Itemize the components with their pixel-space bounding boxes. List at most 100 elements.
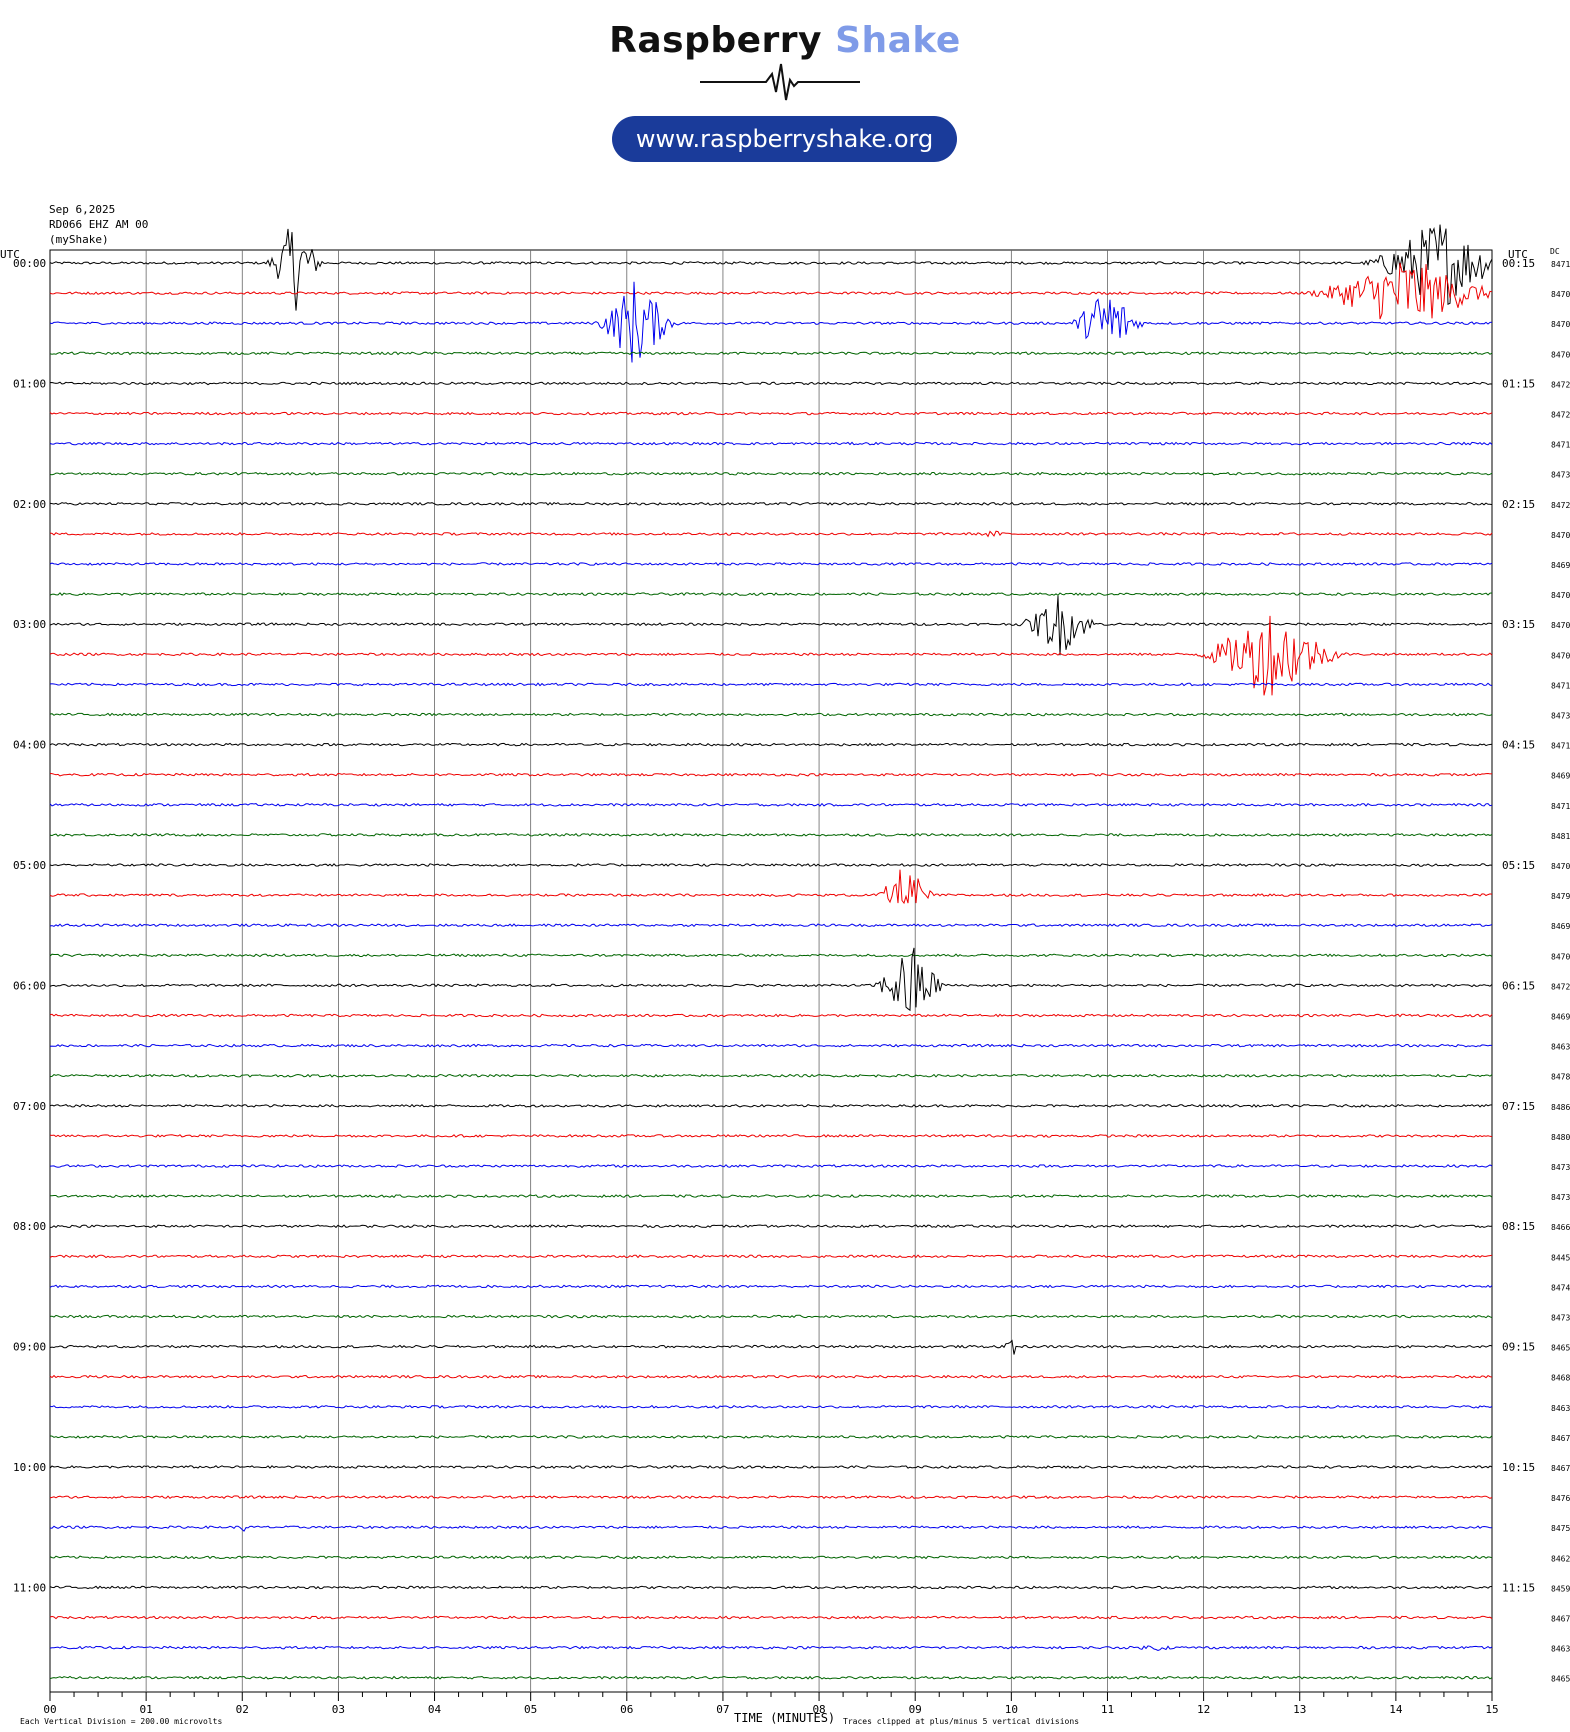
dc-value-label: 8469 <box>1551 1013 1570 1022</box>
trace-line <box>49 1013 1493 1018</box>
dc-value-label: 8470 <box>1551 531 1570 540</box>
dc-value-label: 8469 <box>1551 922 1570 931</box>
dc-value-label: 8472 <box>1551 982 1570 991</box>
dc-value-label: 8468 <box>1551 1374 1570 1383</box>
x-tick-label: 08 <box>812 1703 825 1716</box>
x-tick-label: 15 <box>1485 1703 1498 1716</box>
right-time-label: 10:15 <box>1502 1461 1535 1474</box>
left-time-label: 03:00 <box>13 618 46 631</box>
trace-line <box>49 1339 1493 1355</box>
x-tick-label: 05 <box>524 1703 537 1716</box>
dc-value-label: 8467 <box>1551 1464 1570 1473</box>
right-time-label: 08:15 <box>1502 1220 1535 1233</box>
trace-line <box>49 1555 1493 1560</box>
trace-line <box>49 1284 1493 1289</box>
trace-line <box>49 471 1493 476</box>
dc-value-label: 8471 <box>1551 681 1570 690</box>
trace-line <box>49 501 1493 506</box>
trace-line <box>49 1585 1493 1590</box>
dc-value-label: 8479 <box>1551 892 1570 901</box>
dc-value-label: 8473 <box>1551 1314 1570 1323</box>
trace-lines <box>49 224 1493 1680</box>
dc-value-label: 8463 <box>1551 1404 1570 1413</box>
dc-value-label: 8472 <box>1551 380 1570 389</box>
logo-word-shake: Shake <box>835 20 961 61</box>
dc-value-label: 8467 <box>1551 1434 1570 1443</box>
dc-value-label: 8459 <box>1551 1584 1570 1593</box>
trace-line <box>49 1254 1493 1259</box>
x-tick-label: 13 <box>1293 1703 1306 1716</box>
left-time-label: 05:00 <box>13 859 46 872</box>
dc-value-label: 8463 <box>1551 1645 1570 1654</box>
dc-value-label: 8476 <box>1551 1494 1570 1503</box>
trace-line <box>49 1404 1493 1409</box>
dc-value-label: 8486 <box>1551 1103 1570 1112</box>
logo-waveform-icon <box>700 63 860 101</box>
dc-value-label: 8463 <box>1551 1043 1570 1052</box>
right-time-label: 05:15 <box>1502 859 1535 872</box>
trace-line <box>50 1194 1493 1198</box>
trace-line <box>49 592 1493 596</box>
dc-value-label: 8471 <box>1551 742 1570 751</box>
trace-line <box>49 1435 1493 1439</box>
x-axis-title: TIME (MINUTES) <box>734 1711 835 1725</box>
data-source: (myShake) <box>49 233 109 246</box>
left-time-label: 10:00 <box>13 1461 46 1474</box>
right-time-label: 06:15 <box>1502 979 1535 992</box>
dc-value-label: 8465 <box>1551 1675 1570 1684</box>
x-tick-label: 11 <box>1101 1703 1114 1716</box>
trace-line <box>49 1645 1493 1652</box>
trace-line <box>49 742 1493 747</box>
right-time-label: 02:15 <box>1502 498 1535 511</box>
dc-value-label: 8470 <box>1551 320 1570 329</box>
dc-value-label: 8470 <box>1551 350 1570 359</box>
dc-value-label: 8467 <box>1551 1615 1570 1624</box>
left-utc-header: UTC <box>0 248 20 261</box>
trace-line <box>49 1164 1493 1168</box>
trace-line <box>49 1134 1493 1138</box>
right-time-label: 07:15 <box>1502 1100 1535 1113</box>
dc-header: DC <box>1550 247 1560 256</box>
trace-line <box>49 281 1493 363</box>
dc-value-label: 8471 <box>1551 441 1570 450</box>
footer-scale-note: Each Vertical Division = 200.00 microvol… <box>20 1717 222 1726</box>
x-tick-label: 14 <box>1389 1703 1403 1716</box>
dc-value-label: 8472 <box>1551 411 1570 420</box>
dc-value-label: 8481 <box>1551 832 1570 841</box>
x-tick-label: 12 <box>1197 1703 1210 1716</box>
trace-line <box>49 953 1493 958</box>
dc-value-label: 8445 <box>1551 1253 1570 1262</box>
trace-line <box>49 682 1493 687</box>
dc-value-label: 8471 <box>1551 260 1570 269</box>
dc-value-label: 8474 <box>1551 1283 1570 1292</box>
trace-line <box>49 411 1493 416</box>
axis-labels: UTC UTC DC TIME (MINUTES) Each Vertical … <box>0 247 1570 1726</box>
website-link-button[interactable]: www.raspberryshake.org <box>612 116 957 162</box>
left-time-label: 04:00 <box>13 739 46 752</box>
trace-line <box>49 351 1493 356</box>
trace-line <box>49 947 1493 1012</box>
dc-value-label: 8475 <box>1551 1524 1570 1533</box>
trace-line <box>49 923 1493 928</box>
dc-value-label: 8465 <box>1551 1344 1570 1353</box>
left-time-label: 00:00 <box>13 257 46 270</box>
dc-value-label: 8470 <box>1551 290 1570 299</box>
dc-value-label: 8471 <box>1551 802 1570 811</box>
trace-line <box>49 832 1493 837</box>
trace-line <box>49 772 1493 777</box>
dc-value-label: 8472 <box>1551 501 1570 510</box>
trace-line <box>49 1465 1493 1469</box>
trace-line <box>49 1314 1493 1319</box>
trace-line <box>49 802 1493 807</box>
x-tick-label: 06 <box>620 1703 633 1716</box>
trace-line <box>49 595 1493 656</box>
right-utc-header: UTC <box>1508 248 1528 261</box>
dc-value-label: 8466 <box>1551 1223 1570 1232</box>
dc-value-label: 8473 <box>1551 1193 1570 1202</box>
x-tick-label: 10 <box>1005 1703 1018 1716</box>
left-time-label: 07:00 <box>13 1100 46 1113</box>
dc-value-label: 8470 <box>1551 651 1570 660</box>
right-time-label: 00:15 <box>1502 257 1535 270</box>
trace-line <box>49 1675 1493 1680</box>
left-time-label: 09:00 <box>13 1341 46 1354</box>
